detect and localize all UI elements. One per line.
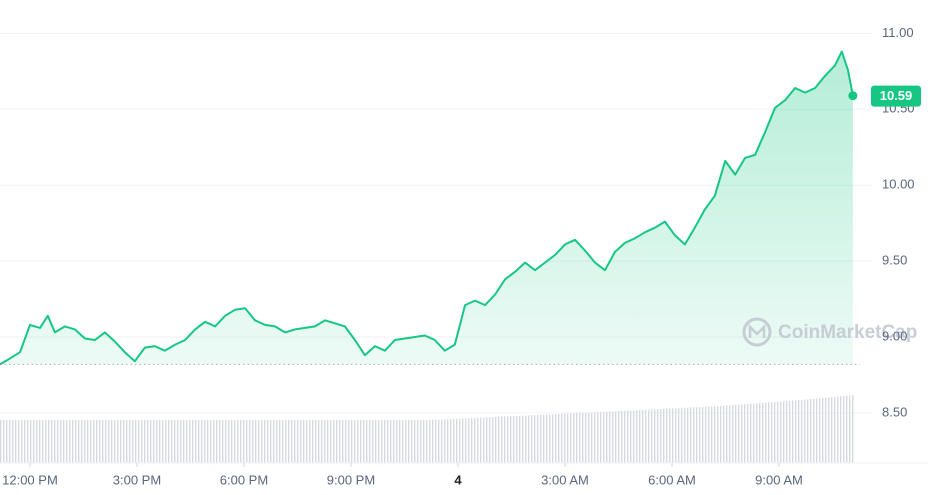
y-tick-label: 10.00 (882, 177, 915, 192)
watermark-logo (742, 317, 772, 347)
x-tick-label: 3:00 AM (541, 472, 589, 487)
watermark-text: CoinMarketCap (778, 322, 917, 343)
last-point (848, 91, 858, 101)
price-tag (871, 85, 921, 107)
x-tick-label: 12:00 PM (2, 472, 58, 487)
y-tick-label: 11.00 (882, 25, 914, 40)
watermark-logo (748, 323, 766, 338)
y-tick-label: 9.00 (882, 328, 907, 343)
watermark: CoinMarketCap (742, 317, 917, 347)
x-tick-label: 9:00 PM (327, 472, 375, 487)
x-tick-label: 9:00 AM (755, 472, 803, 487)
price-tag-label: 10.59 (880, 88, 913, 103)
volume-bars (0, 395, 855, 463)
x-tick-label: 3:00 PM (113, 472, 161, 487)
y-tick-label: 8.50 (882, 404, 907, 419)
x-tick-label: 6:00 AM (648, 472, 696, 487)
price-area (0, 51, 853, 365)
x-tick-label: 6:00 PM (220, 472, 268, 487)
x-tick-label: 4 (454, 472, 462, 487)
price-line (0, 50, 854, 365)
y-tick-label: 9.50 (882, 253, 907, 268)
